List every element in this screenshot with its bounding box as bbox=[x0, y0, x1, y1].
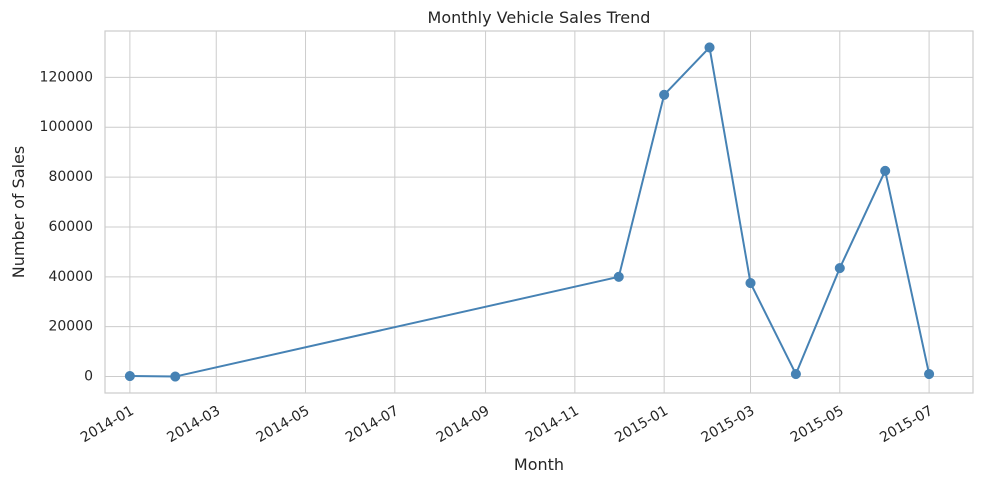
data-point bbox=[880, 165, 891, 176]
data-point bbox=[924, 369, 935, 380]
data-point bbox=[745, 278, 756, 289]
data-point bbox=[790, 369, 801, 380]
plot-frame bbox=[104, 30, 974, 394]
x-axis-label: Month bbox=[514, 455, 564, 474]
chart-title: Monthly Vehicle Sales Trend bbox=[428, 8, 651, 27]
data-point bbox=[834, 263, 845, 274]
series-line bbox=[128, 46, 931, 378]
y-axis-label: Number of Sales bbox=[9, 146, 28, 278]
data-point bbox=[704, 42, 715, 53]
y-tick-label: 20000 bbox=[48, 319, 93, 335]
series-group bbox=[124, 42, 935, 382]
data-point bbox=[613, 271, 624, 282]
y-tick-label: 60000 bbox=[48, 219, 93, 235]
y-tick-label: 40000 bbox=[48, 269, 93, 285]
y-tick-labels: 0 20000 40000 60000 80000 100000 120000 bbox=[40, 69, 93, 384]
y-tick-label: 0 bbox=[84, 369, 93, 385]
y-tick-label: 120000 bbox=[40, 69, 93, 85]
data-point bbox=[659, 89, 670, 100]
grid bbox=[105, 31, 973, 393]
y-tick-label: 80000 bbox=[48, 169, 93, 185]
data-point bbox=[170, 371, 181, 382]
y-tick-label: 100000 bbox=[40, 119, 93, 135]
data-point bbox=[124, 371, 135, 382]
